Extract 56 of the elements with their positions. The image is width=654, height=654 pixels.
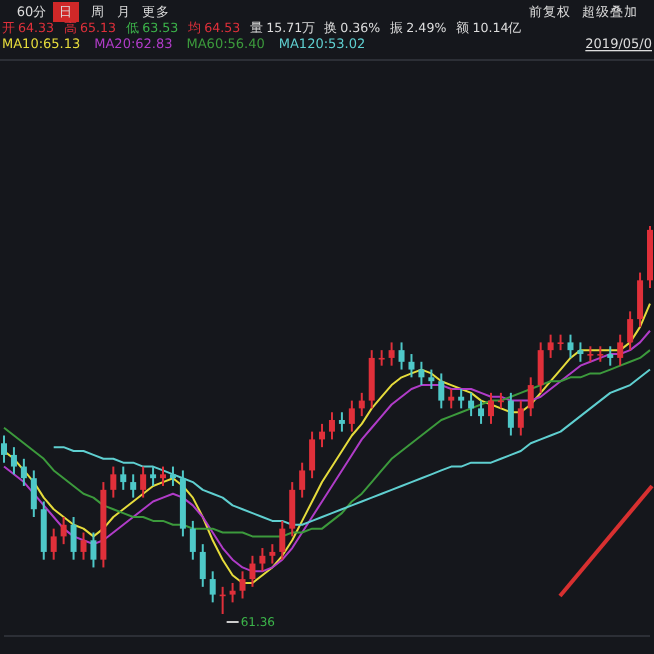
candlestick — [150, 465, 157, 487]
candlestick — [547, 333, 554, 359]
candlestick — [299, 461, 306, 499]
candlestick — [120, 465, 127, 491]
candlestick — [438, 372, 445, 410]
candlestick — [269, 543, 276, 565]
candlestick — [567, 333, 574, 359]
candlestick — [160, 465, 167, 487]
candlestick — [130, 473, 137, 499]
candlestick — [398, 341, 405, 371]
candlestick — [229, 581, 236, 604]
candlestick — [428, 368, 435, 390]
candlestick — [40, 500, 47, 561]
candlestick — [328, 411, 335, 441]
candlestick — [60, 516, 67, 546]
candlestick — [70, 516, 77, 561]
candlestick — [507, 391, 514, 437]
candlestick — [517, 399, 524, 437]
candlestick — [209, 570, 216, 604]
candlestick — [487, 391, 494, 425]
candlestick — [10, 446, 17, 476]
candlestick — [199, 543, 206, 588]
candlestick — [110, 465, 117, 499]
candlestick — [577, 341, 584, 363]
candlestick — [597, 345, 604, 363]
candlestick — [478, 399, 485, 425]
candlestick — [637, 271, 644, 328]
candlestick — [279, 519, 286, 561]
candlestick — [527, 376, 534, 418]
candlestick — [259, 547, 266, 573]
candlestick — [289, 481, 296, 538]
candlestick — [348, 399, 355, 433]
candlestick — [169, 465, 176, 487]
candlestick — [537, 341, 544, 394]
candlestick — [20, 457, 27, 487]
candlestick — [368, 349, 375, 410]
candlestick — [388, 341, 395, 367]
candlestick — [189, 519, 196, 561]
candlestick — [458, 387, 465, 410]
candlestick — [140, 465, 147, 499]
candlestick — [378, 349, 385, 367]
candlestick — [587, 345, 594, 363]
candlestick — [627, 310, 634, 352]
candlestick — [1, 434, 7, 464]
candlestick — [309, 430, 316, 480]
candlestick — [50, 527, 57, 561]
candlestick — [338, 411, 345, 433]
candlestick — [607, 345, 614, 367]
candlestick — [239, 570, 246, 600]
candlestick — [617, 333, 624, 367]
candlestick — [90, 531, 97, 569]
candlestick — [408, 353, 415, 379]
candlestick — [249, 554, 256, 588]
candlestick — [448, 387, 455, 410]
candlestick — [30, 469, 37, 518]
candlestick — [80, 531, 87, 561]
